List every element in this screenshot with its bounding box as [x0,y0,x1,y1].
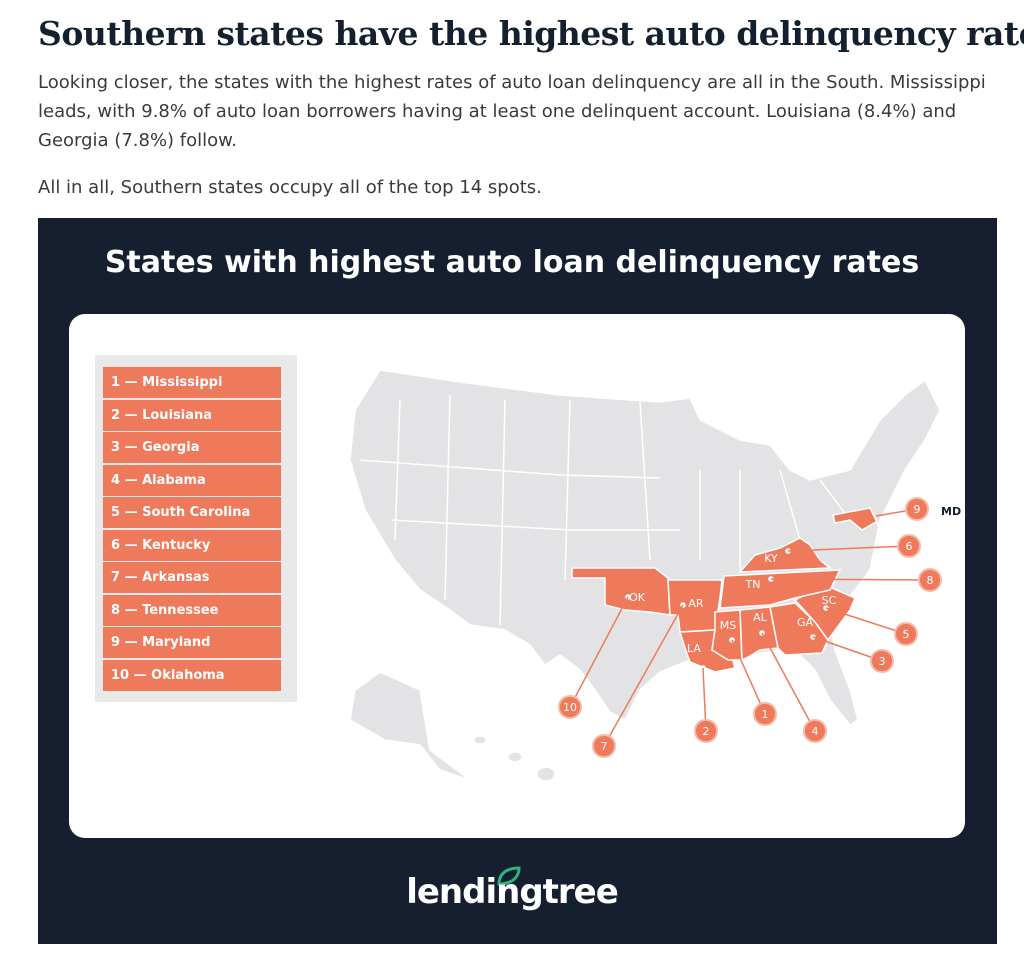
logo-leaf [497,866,521,886]
state-label: OK [629,591,646,604]
state-borders [359,394,851,626]
callout-number: 3 [879,655,886,668]
logo: lendingtree [406,872,619,912]
hawaii [507,751,523,763]
callout-line [825,607,907,635]
state-label: LA [687,642,701,655]
legend-item: 5 — South Carolina [103,497,281,528]
callout-number: 7 [601,740,608,753]
legend-item: 10 — Oklahoma [103,659,281,691]
callout-number: 2 [703,725,710,738]
paragraph: Looking closer, the states with the high… [38,72,986,151]
alaska [349,671,471,781]
hawaii [536,766,556,782]
legend-item: 1 — Mississippi [103,367,281,398]
callout-circle [897,534,921,558]
state-ky [738,537,833,573]
legend-item: 9 — Maryland [103,627,281,658]
callout-number: 10 [563,701,577,714]
callout-number: 9 [914,503,921,516]
state-label: AR [688,597,704,610]
paragraph: All in all, Southern states occupy all o… [38,177,542,198]
legend-item: 4 — Alabama [103,464,281,496]
callout-line [761,632,816,732]
state-label: AL [753,611,768,624]
callout-circle [558,695,582,719]
callout-number: 1 [762,708,769,721]
border [359,394,851,626]
state-label: GA [797,616,814,629]
leaf [497,866,521,886]
callout-line [569,596,629,708]
callout-circle [870,649,894,673]
callout-number: 6 [906,540,913,553]
state-label: TN [745,578,761,591]
callout-circle [592,734,616,758]
callout-line [770,578,931,581]
callout-number: 8 [927,574,934,587]
highlighted-states [571,507,883,673]
state-label: SC [822,594,837,607]
article-title: Southern states have the highest auto de… [38,14,1024,53]
state-label: MS [720,619,736,632]
callout-line [731,639,766,715]
callout-circle [894,622,918,646]
legend-item: 6 — Kentucky [103,529,281,561]
state-label: MD [941,505,961,518]
infographic-title: States with highest auto loan delinquenc… [104,245,920,280]
callout-number: 5 [903,628,910,641]
legend-item: 2 — Louisiana [103,399,281,431]
callout-line [787,545,910,552]
callout-circle [694,719,718,743]
callout-circle [918,568,942,592]
state-ga [769,602,829,656]
state-ok [571,567,671,616]
callout-line [812,636,883,662]
legend: 1 — Mississippi 2 — Louisiana 3 — Georgia 4… [95,355,297,702]
legend-item: 7 — Arkansas [103,562,281,593]
callout-circle [905,497,929,521]
state-label: KY [764,552,778,565]
legend-item: 8 — Tennessee [103,594,281,626]
callout-circle [753,702,777,726]
legend-item: 3 — Georgia [103,432,281,463]
hawaii [473,735,487,745]
callout-line [603,604,684,747]
callout-number: 4 [812,725,819,738]
callout-circle [803,719,827,743]
state-md [832,507,883,533]
